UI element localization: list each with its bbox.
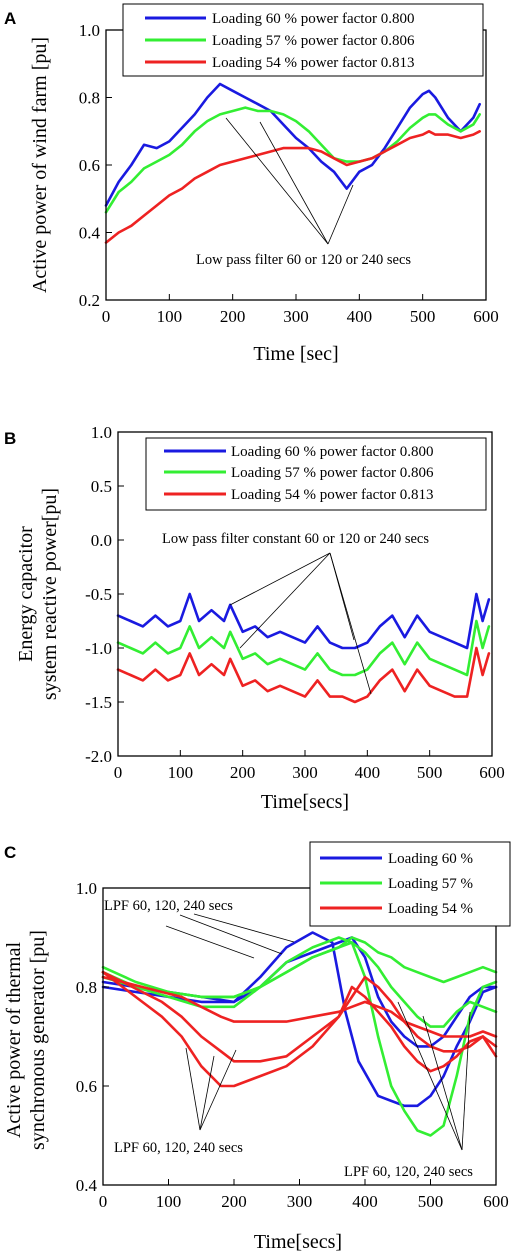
x-tick-label-b-4: 400 [355,763,381,782]
x-tick-label-c-0: 0 [99,1192,108,1211]
x-tick-label-b-0: 0 [114,763,123,782]
legend-label-a-2: Loading 54 % power factor 0.813 [212,55,414,71]
x-tick-label-a-0: 0 [102,307,111,326]
legend-label-a-1: Loading 57 % power factor 0.806 [212,33,415,49]
series-line-b-0-0 [116,592,491,650]
annotation-c-top: LPF 60, 120, 240 secs [104,898,233,914]
x-tick-label-a-5: 500 [410,307,436,326]
annotation-arrows-c [165,913,471,1151]
series-line-a-1-0 [104,106,482,214]
x-axis-title-c: Time[secs] [254,1231,342,1253]
y-tick-label-c-0: 0.4 [76,1176,98,1195]
y-tick-label-b-1: -1.5 [85,693,112,712]
series-line-c-1-0 [101,936,498,1137]
y-tick-label-c-3: 1.0 [76,879,97,898]
series-line-b-2-0 [116,646,491,704]
x-tick-label-c-3: 300 [287,1192,313,1211]
x-tick-label-a-3: 300 [283,307,309,326]
annotation-c-bottom-right: LPF 60, 120, 240 secs [344,1164,473,1180]
x-tick-label-b-3: 300 [292,763,318,782]
legend-c: Loading 60 % Loading 57 % Loading 54 % [309,841,511,927]
series-line-c-2-2 [101,975,498,1038]
legend-label-b-2: Loading 54 % power factor 0.813 [231,487,433,503]
y-tick-label-b-0: -2.0 [85,747,112,766]
series-line-c-2-1 [101,970,498,1063]
series-line-c-0-1 [101,936,498,1048]
x-tick-label-a-6: 600 [473,307,499,326]
series-line-b-1-0 [116,619,491,677]
legend-label-c-0: Loading 60 % [388,851,473,867]
series-line-a-2-0 [104,130,482,244]
x-tick-label-c-1: 100 [156,1192,182,1211]
series-line-c-0-0 [101,931,498,1108]
legend-label-a-0: Loading 60 % power factor 0.800 [212,11,414,27]
annotation-c-bottom-left: LPF 60, 120, 240 secs [114,1140,243,1156]
series-line-a-0-0 [104,82,482,207]
x-tick-label-c-2: 200 [221,1192,247,1211]
y-axis-title-a: Active power of wind farm [pu] [29,37,51,293]
legend-label-b-1: Loading 57 % power factor 0.806 [231,465,434,481]
ticks-a: 0 100 200 300 400 500 600 0.2 0.4 0.6 0.8 1.0 [79,21,499,326]
x-tick-label-b-6: 600 [479,763,505,782]
y-tick-label-a-4: 1.0 [79,21,100,40]
legend-a: Loading 60 % power factor 0.800 Loading … [122,3,484,77]
ticks-c: 0 100 200 300 400 500 600 0.4 0.6 0.8 1.0 [76,879,509,1211]
plot-b [116,592,491,704]
y-axis-title-b-line1: Energy capacitor [15,526,37,662]
annotation-arrows-b [229,552,372,695]
x-tick-label-a-2: 200 [220,307,246,326]
panel-a: A 0 100 200 300 400 500 600 0.2 0.4 0.6 0.8 1.0 Tim… [4,3,499,365]
legend-label-b-0: Loading 60 % power factor 0.800 [231,444,433,460]
y-tick-label-c-1: 0.6 [76,1077,97,1096]
legend-label-c-1: Loading 57 % [388,876,473,892]
ticks-b: 0 100 200 300 400 500 600 -2.0 -1.5 -1.0 -0.5 0.0 0.… [85,423,505,782]
x-axis-title-b: Time[secs] [261,791,349,813]
legend-label-c-2: Loading 54 % [388,901,473,917]
y-tick-label-b-6: 1.0 [91,423,112,442]
y-tick-label-b-2: -1.0 [85,639,112,658]
x-tick-label-c-6: 600 [483,1192,509,1211]
x-tick-label-a-1: 100 [157,307,183,326]
series-line-c-2-0 [101,970,498,1088]
y-tick-label-b-3: -0.5 [85,585,112,604]
x-axis-title-a: Time [sec] [253,343,338,365]
y-tick-label-b-5: 0.5 [91,477,112,496]
x-tick-label-c-5: 500 [418,1192,444,1211]
y-tick-label-b-4: 0.0 [91,531,112,550]
annotation-arrows-a [225,117,354,245]
panel-letter-c: C [4,843,16,862]
annotation-a: Low pass filter 60 or 120 or 240 secs [196,252,411,268]
annotation-b: Low pass filter constant 60 or 120 or 24… [162,531,429,547]
y-axis-title-b-line2: system reactive power[pu] [39,488,61,700]
plot-a [104,82,482,244]
plot-c [101,931,498,1137]
x-tick-label-b-1: 100 [168,763,194,782]
y-tick-label-a-2: 0.6 [79,156,100,175]
panel-letter-b: B [4,429,16,448]
series-line-c-1-2 [101,936,498,999]
x-tick-label-b-5: 500 [417,763,443,782]
x-tick-label-b-2: 200 [230,763,256,782]
y-axis-title-c-line1: Active power of thermal [3,942,25,1138]
y-axis-title-c-line2: synchronous generator [pu] [27,930,49,1150]
panel-b: B 0 100 200 300 400 500 600 -2.0 -1.5 -1.0 -0.5 0.0… [4,423,505,813]
panel-c: C 0 100 200 300 400 500 600 0.4 0.6 0.8 1.0 Time[s… [3,841,511,1253]
panel-letter-a: A [4,9,16,28]
x-tick-label-c-4: 400 [352,1192,378,1211]
legend-b: Loading 60 % power factor 0.800 Loading … [145,437,487,511]
y-tick-label-a-1: 0.4 [79,224,101,243]
y-tick-label-a-0: 0.2 [79,291,100,310]
y-tick-label-c-2: 0.8 [76,978,97,997]
y-tick-label-a-3: 0.8 [79,89,100,108]
x-tick-label-a-4: 400 [347,307,373,326]
